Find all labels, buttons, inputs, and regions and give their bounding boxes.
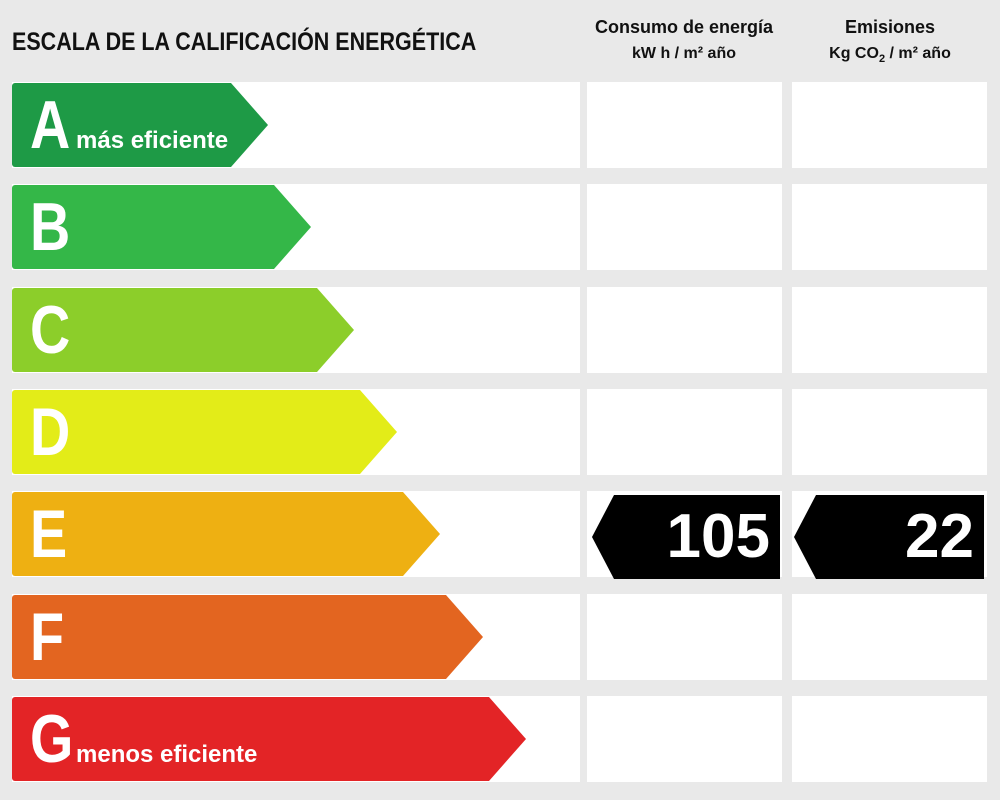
rating-row-b: B <box>0 184 1000 270</box>
energy-cell <box>587 389 782 475</box>
emissions-column-header: Emisiones Kg CO2 / m² año <box>790 14 990 73</box>
rating-row-g: G menos eficiente <box>0 696 1000 782</box>
emissions-cell <box>792 287 987 373</box>
rating-row-f: F <box>0 594 1000 680</box>
energy-value-badge: 105 <box>592 495 780 579</box>
emissions-value-badge: 22 <box>794 495 984 579</box>
class-arrow-e: E <box>12 492 440 576</box>
class-arrow-c: C <box>12 288 354 372</box>
emissions-cell <box>792 184 987 270</box>
page-title: ESCALA DE LA CALIFICACIÓN ENERGÉTICA <box>12 28 477 56</box>
emissions-cell <box>792 594 987 680</box>
class-arrow-g: G menos eficiente <box>12 697 526 781</box>
class-arrow-b: B <box>12 185 311 269</box>
energy-cell <box>587 82 782 168</box>
class-letter: E <box>30 496 68 572</box>
class-arrow-f: F <box>12 595 483 679</box>
class-sublabel: menos eficiente <box>76 741 258 768</box>
energy-column-title: Consumo de energía <box>594 17 774 37</box>
energy-cell <box>587 287 782 373</box>
energy-column-header: Consumo de energía kW h / m² año <box>584 14 784 68</box>
class-letter: A <box>30 87 71 163</box>
emissions-column-unit: Kg CO2 / m² año <box>829 45 951 66</box>
energy-cell <box>587 594 782 680</box>
rating-row-a: A más eficiente <box>0 82 1000 168</box>
class-arrow-a: A más eficiente <box>12 83 268 167</box>
rating-row-c: C <box>0 287 1000 373</box>
emissions-value: 22 <box>905 502 974 571</box>
energy-cell <box>587 184 782 270</box>
class-arrow-d: D <box>12 390 397 474</box>
energy-cell <box>587 696 782 782</box>
emissions-column-title: Emisiones <box>844 17 936 37</box>
class-sublabel: más eficiente <box>76 127 229 154</box>
class-letter: G <box>30 701 74 777</box>
emissions-cell <box>792 389 987 475</box>
energy-column-unit: kW h / m² año <box>632 45 736 62</box>
emissions-cell <box>792 696 987 782</box>
emissions-cell <box>792 82 987 168</box>
energy-value: 105 <box>666 502 770 571</box>
class-letter: C <box>30 292 71 368</box>
class-letter: F <box>30 599 65 675</box>
class-letter: B <box>30 189 71 265</box>
rating-row-e: E 105 22 <box>0 491 1000 579</box>
class-letter: D <box>30 394 71 470</box>
rating-row-d: D <box>0 389 1000 475</box>
